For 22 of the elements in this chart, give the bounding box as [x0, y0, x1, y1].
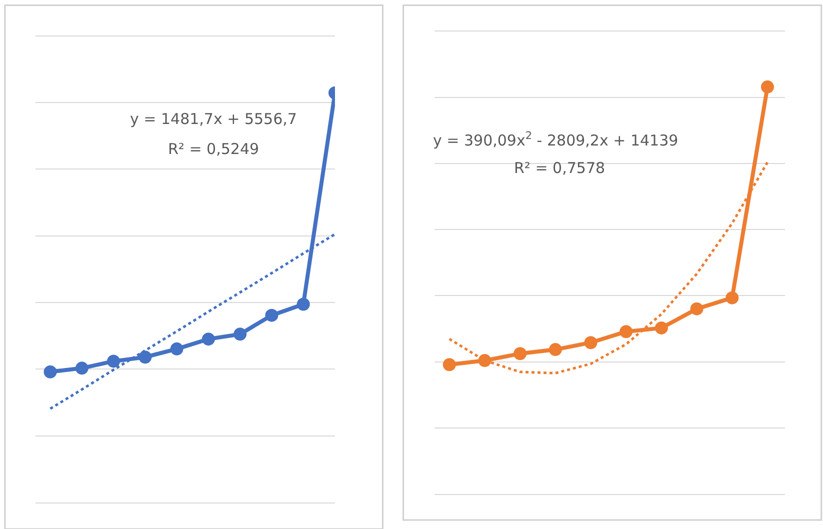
- point: [726, 291, 739, 304]
- annotation: y = 1481,7x + 5556,7: [130, 110, 297, 128]
- point: [760, 80, 774, 94]
- annotation: R² = 0,5249: [168, 140, 260, 158]
- point: [620, 325, 633, 338]
- point: [234, 328, 247, 341]
- annotation: R² = 0,7578: [514, 159, 606, 177]
- point: [514, 347, 527, 360]
- point: [44, 365, 57, 378]
- point: [690, 302, 704, 316]
- point: [265, 308, 278, 322]
- point: [442, 358, 456, 372]
- point: [654, 321, 668, 334]
- point: [296, 298, 310, 311]
- point: [138, 350, 152, 364]
- point: [75, 362, 88, 375]
- point: [202, 332, 215, 346]
- point: [584, 336, 598, 350]
- point: [107, 354, 120, 368]
- annotation: y = 390,09x$^{2}$ - 2809,2x + 14139: [433, 130, 678, 150]
- point: [548, 343, 562, 356]
- point: [170, 342, 184, 356]
